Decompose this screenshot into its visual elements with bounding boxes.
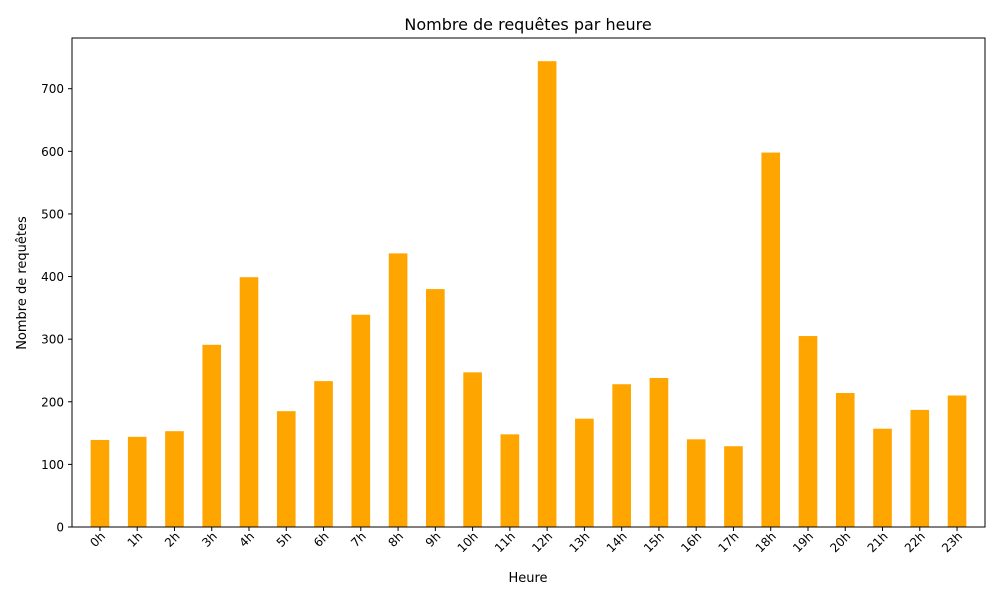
x-tick-label: 13h — [566, 529, 592, 555]
bar-16h — [686, 439, 706, 527]
bar-4h — [239, 277, 259, 527]
x-tick-label: 4h — [236, 529, 257, 550]
y-tick-label: 300 — [41, 333, 64, 347]
x-tick-label: 19h — [790, 529, 816, 555]
x-tick-label: 6h — [311, 529, 332, 550]
x-tick-label: 0h — [87, 529, 108, 550]
bar-1h — [127, 436, 147, 527]
x-tick-label: 16h — [678, 529, 704, 555]
bar-15h — [649, 377, 669, 527]
bar-22h — [910, 409, 930, 527]
bar-0h — [90, 439, 110, 527]
x-tick-label: 17h — [716, 529, 742, 555]
x-tick-label: 5h — [274, 529, 295, 550]
x-tick-label: 9h — [423, 529, 444, 550]
bar-3h — [202, 344, 222, 527]
x-tick-label: 12h — [529, 529, 555, 555]
bar-19h — [798, 336, 818, 527]
x-tick-label: 2h — [162, 529, 183, 550]
x-tick-label: 10h — [455, 529, 481, 555]
bar-18h — [761, 152, 781, 527]
bar-6h — [314, 381, 333, 527]
bar-12h — [537, 61, 557, 528]
x-tick-label: 22h — [902, 529, 928, 555]
x-tick-label: 8h — [386, 529, 407, 550]
bar-11h — [500, 434, 520, 527]
bar-9h — [426, 289, 445, 527]
x-tick-label: 23h — [939, 529, 965, 555]
y-axis-label: Nombre de requêtes — [15, 216, 30, 350]
y-tick-label: 0 — [56, 521, 64, 535]
bar-2h — [165, 431, 184, 527]
x-tick-label: 15h — [641, 529, 667, 555]
y-tick-label: 200 — [41, 395, 64, 409]
plot-frame — [71, 37, 986, 528]
y-tick-label: 600 — [41, 145, 64, 159]
x-axis-label: Heure — [508, 571, 547, 586]
bar-20h — [835, 393, 855, 527]
x-tick-label: 1h — [125, 529, 146, 550]
x-tick-label: 21h — [865, 529, 891, 555]
bars-group — [90, 61, 967, 528]
x-tick-label: 18h — [753, 529, 779, 555]
bar-23h — [947, 395, 967, 527]
y-tick-label: 100 — [41, 458, 64, 472]
x-tick-label: 14h — [604, 529, 630, 555]
bar-21h — [873, 428, 892, 527]
bar-13h — [575, 418, 594, 527]
bar-10h — [463, 372, 482, 527]
chart-title: Nombre de requêtes par heure — [404, 15, 651, 34]
x-tick-label: 3h — [199, 529, 220, 550]
y-axis: 0 100 200 300 400 500 600 700 — [41, 82, 72, 535]
bar-8h — [388, 253, 408, 527]
x-tick-label: 20h — [827, 529, 853, 555]
y-tick-label: 700 — [41, 82, 64, 96]
x-tick-label: 7h — [348, 529, 369, 550]
y-tick-label: 500 — [41, 207, 64, 221]
bar-5h — [276, 411, 296, 527]
x-tick-label: 11h — [492, 529, 518, 555]
x-axis: 0h 1h 2h 3h 4h 5h 6h 7h 8h 9h 10h 11h 12h 13h 14h 15h 16… — [87, 527, 965, 555]
bar-14h — [612, 384, 631, 527]
y-tick-label: 400 — [41, 270, 64, 284]
bar-7h — [351, 314, 371, 527]
bar-17h — [724, 446, 743, 527]
